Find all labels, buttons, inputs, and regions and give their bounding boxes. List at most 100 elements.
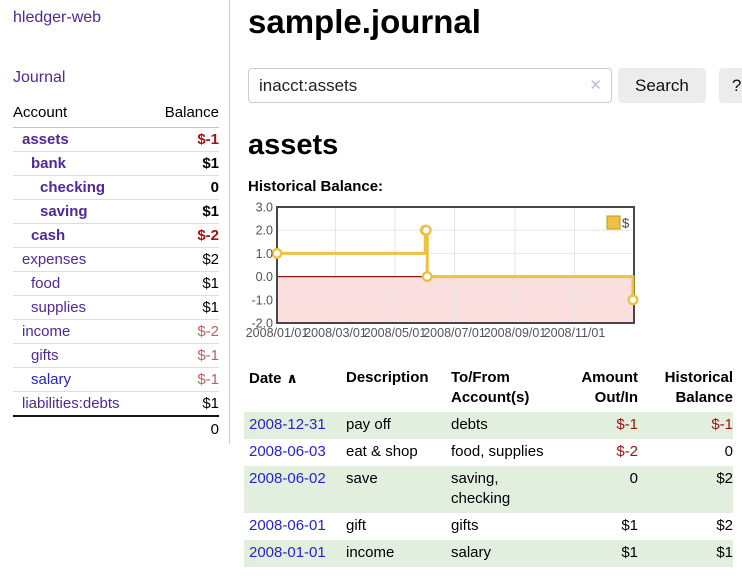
transaction-accounts: saving, checking bbox=[451, 470, 511, 507]
transaction-date-link[interactable]: 2008-06-02 bbox=[249, 470, 326, 487]
account-link[interactable]: supplies bbox=[31, 299, 87, 316]
transaction-row[interactable]: 2008-06-03 eat & shop food, supplies $-2 0 bbox=[244, 439, 733, 466]
sort-ascending-icon: ∧ bbox=[286, 370, 298, 386]
account-link[interactable]: income bbox=[22, 323, 71, 340]
accounts-total-balance: 0 bbox=[149, 415, 219, 441]
transaction-balance: 0 bbox=[724, 443, 733, 460]
transaction-balance: $1 bbox=[716, 544, 733, 561]
transaction-description: gift bbox=[346, 517, 367, 534]
data-point-marker bbox=[271, 247, 283, 259]
account-balance: $-2 bbox=[149, 319, 219, 344]
account-row: income $-2 bbox=[13, 319, 219, 344]
col-amount: Amount Out/In bbox=[581, 369, 638, 406]
y-tick-label: 0.0 bbox=[256, 270, 273, 284]
transaction-amount: 0 bbox=[629, 470, 638, 487]
y-tick-label: 1.0 bbox=[256, 247, 273, 261]
clear-search-icon[interactable]: ✕ bbox=[589, 77, 602, 94]
data-point-marker bbox=[627, 294, 639, 306]
account-link[interactable]: gifts bbox=[31, 347, 59, 364]
plot-border bbox=[276, 206, 635, 324]
sidebar: hledger-web Journal Account Balance asse… bbox=[0, 0, 230, 441]
transaction-row[interactable]: 2008-01-01 income salary $1 $1 bbox=[244, 540, 733, 567]
accounts-table: Account Balance assets $-1 bank $1 checking 0… bbox=[13, 102, 219, 441]
account-row: saving $1 bbox=[13, 199, 219, 224]
search-input[interactable] bbox=[248, 68, 612, 103]
account-balance: $-1 bbox=[149, 343, 219, 368]
chart-title: Historical Balance: bbox=[248, 178, 384, 195]
search-form: ✕ Search? bbox=[248, 68, 742, 103]
x-tick-label: 2008/03/01 bbox=[304, 326, 367, 340]
col-accounts: To/From Account(s) bbox=[451, 369, 530, 406]
page-title: sample.journal bbox=[248, 3, 481, 40]
accounts-col-account: Account bbox=[13, 102, 150, 128]
account-link[interactable]: salary bbox=[31, 371, 72, 388]
search-button[interactable]: Search bbox=[618, 68, 706, 103]
transaction-amount: $-2 bbox=[616, 443, 638, 460]
account-balance: $-1 bbox=[149, 127, 219, 152]
sidebar-item-journal[interactable]: Journal bbox=[13, 69, 66, 86]
transaction-amount: $-1 bbox=[616, 416, 638, 433]
x-tick-label: 2008/09/01 bbox=[484, 326, 547, 340]
y-tick-label: 2.0 bbox=[256, 224, 273, 238]
account-link[interactable]: bank bbox=[31, 155, 67, 172]
transaction-row[interactable]: 2008-12-31 pay off debts $-1 $-1 bbox=[244, 412, 733, 439]
register-table: Date ∧ Description To/From Account(s) Amo… bbox=[244, 365, 733, 567]
transaction-amount: $1 bbox=[621, 517, 638, 534]
accounts-total-row: 0 bbox=[13, 415, 219, 441]
account-row: supplies $1 bbox=[13, 295, 219, 320]
account-balance: 0 bbox=[149, 175, 219, 200]
transaction-row[interactable]: 2008-06-01 gift gifts $1 $2 bbox=[244, 513, 733, 540]
account-row: assets $-1 bbox=[13, 127, 219, 152]
transaction-row[interactable]: 2008-06-02 save saving, checking 0 $2 bbox=[244, 466, 733, 513]
x-tick-label: 2008/05/01 bbox=[364, 326, 427, 340]
transaction-accounts: debts bbox=[451, 416, 488, 433]
transaction-accounts: salary bbox=[451, 544, 492, 561]
col-description: Description bbox=[346, 369, 429, 386]
account-balance: $1 bbox=[149, 199, 219, 224]
account-row: checking 0 bbox=[13, 175, 219, 200]
transaction-description: save bbox=[346, 470, 378, 487]
help-button[interactable]: ? bbox=[718, 68, 742, 103]
transaction-date-link[interactable]: 2008-06-03 bbox=[249, 443, 326, 460]
app-title-link[interactable]: hledger-web bbox=[13, 9, 102, 26]
legend-label: $ bbox=[622, 216, 630, 231]
account-row: gifts $-1 bbox=[13, 343, 219, 368]
account-balance: $1 bbox=[149, 271, 219, 296]
historical-balance-chart: $3.0 2.0 1.0 0.0 -1.0 -2.0 2008/01/01 2008/03/0… bbox=[244, 202, 742, 344]
transaction-accounts: gifts bbox=[451, 517, 479, 534]
y-tick-label: -1.0 bbox=[251, 293, 273, 307]
account-link[interactable]: checking bbox=[40, 179, 106, 196]
transaction-amount: $1 bbox=[621, 544, 638, 561]
col-date[interactable]: Date ∧ bbox=[249, 370, 298, 387]
account-link[interactable]: assets bbox=[22, 131, 69, 148]
x-tick-label: 2008/01/01 bbox=[246, 326, 309, 340]
account-link[interactable]: liabilities:debts bbox=[22, 395, 120, 412]
col-balance: Historical Balance bbox=[664, 369, 733, 406]
account-link[interactable]: expenses bbox=[22, 251, 87, 268]
account-balance: $-1 bbox=[149, 367, 219, 392]
transaction-description: eat & shop bbox=[346, 443, 418, 460]
balance-chart-svg: $3.0 2.0 1.0 0.0 -1.0 -2.02008/01/012008/03/0… bbox=[246, 202, 639, 340]
account-link[interactable]: saving bbox=[40, 203, 88, 220]
account-row: cash $-2 bbox=[13, 223, 219, 248]
transaction-accounts: food, supplies bbox=[451, 443, 544, 460]
account-link[interactable]: cash bbox=[31, 227, 66, 244]
x-tick-label: 2008/07/01 bbox=[423, 326, 486, 340]
account-row: liabilities:debts $1 bbox=[13, 391, 219, 417]
transaction-balance: $2 bbox=[716, 517, 733, 534]
x-tick-label: 2008/11/01 bbox=[544, 326, 606, 340]
transaction-date-link[interactable]: 2008-06-01 bbox=[249, 517, 326, 534]
transaction-description: pay off bbox=[346, 416, 391, 433]
account-balance: $2 bbox=[149, 247, 219, 272]
account-link[interactable]: food bbox=[31, 275, 61, 292]
account-balance: $-2 bbox=[149, 223, 219, 248]
legend-swatch bbox=[606, 215, 621, 230]
sidebar-divider bbox=[229, 0, 230, 444]
transaction-description: income bbox=[346, 544, 395, 561]
transaction-date-link[interactable]: 2008-01-01 bbox=[249, 544, 326, 561]
accounts-col-balance: Balance bbox=[149, 102, 219, 128]
y-tick-label: 3.0 bbox=[256, 202, 273, 215]
account-heading: assets bbox=[248, 129, 339, 161]
transaction-date-link[interactable]: 2008-12-31 bbox=[249, 416, 326, 433]
